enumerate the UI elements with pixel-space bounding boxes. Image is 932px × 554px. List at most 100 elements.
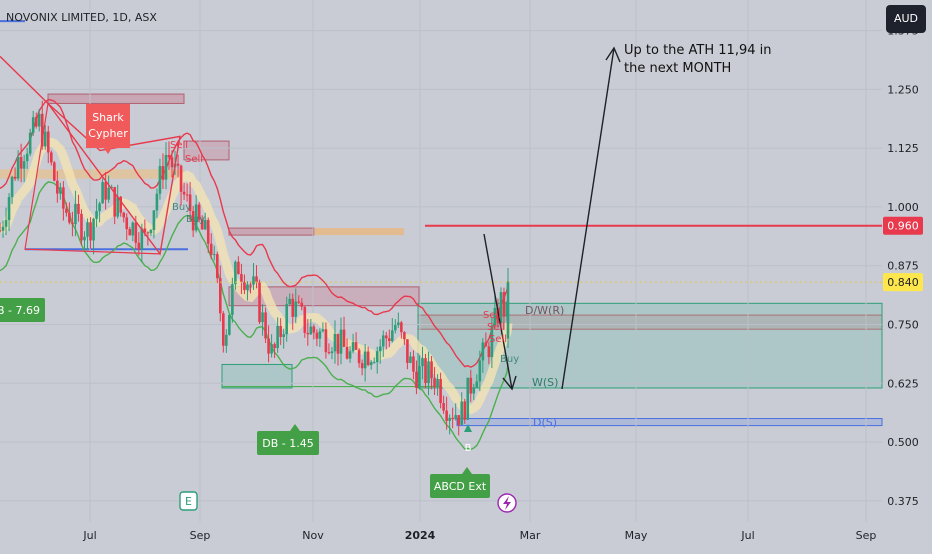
candle-body xyxy=(499,292,503,324)
candle-body xyxy=(155,193,159,211)
candle-body xyxy=(225,334,228,346)
candle-body xyxy=(40,113,44,147)
candle-body xyxy=(303,306,307,333)
candle-body xyxy=(74,203,77,225)
candle-body xyxy=(212,254,216,256)
candle-body xyxy=(394,325,397,331)
ds-zone xyxy=(456,418,883,427)
symbol-title: NOVONIX LIMITED, 1D, ASX xyxy=(6,11,157,24)
candle-body xyxy=(22,161,26,169)
candle-body xyxy=(315,332,319,339)
candle-body xyxy=(28,132,32,154)
candle-body xyxy=(406,339,409,363)
zone-oct xyxy=(228,227,315,236)
candle-body xyxy=(312,326,316,333)
x-tick-label: Jul xyxy=(740,529,754,542)
lightning-icon-bolt xyxy=(503,496,511,510)
candle-body xyxy=(375,351,379,363)
candle-body xyxy=(231,284,234,315)
candle-body xyxy=(182,191,186,195)
candle-body xyxy=(10,176,14,198)
price-label-text: 0.960 xyxy=(887,220,919,233)
y-tick-label: 0.750 xyxy=(887,318,919,331)
candle-body xyxy=(282,334,285,337)
candle-body xyxy=(475,381,479,388)
candle-body xyxy=(321,329,325,332)
candle-body xyxy=(228,314,231,335)
candle-body xyxy=(339,329,343,354)
candle-body xyxy=(342,329,346,347)
down-arrow-head xyxy=(502,375,517,391)
y-tick-label: 1.125 xyxy=(887,142,919,155)
candle-body xyxy=(215,254,219,279)
candle-body xyxy=(237,261,240,275)
candle-body xyxy=(37,113,41,127)
price-label-text: 0.840 xyxy=(887,276,919,289)
lower-band xyxy=(0,181,509,451)
dw-label: D/W(R) xyxy=(525,304,564,317)
candle-body xyxy=(62,187,65,209)
abcd-badge-text: ABCD Ext xyxy=(434,480,487,493)
y-tick-label: 1.250 xyxy=(887,83,919,96)
candle-body xyxy=(294,301,298,317)
up-arrow-head xyxy=(605,46,621,63)
candle-body xyxy=(98,203,101,212)
candle-body xyxy=(330,351,334,354)
candle-body xyxy=(421,358,424,367)
overlay-layer: 0.960 0.840 Up to the ATH 11,94 in the next… xyxy=(0,43,923,513)
candle-body xyxy=(146,232,150,234)
candle-body xyxy=(354,342,358,350)
candle-body xyxy=(34,117,38,127)
candle-body xyxy=(391,330,394,342)
candle-body xyxy=(318,331,322,339)
candle-body xyxy=(463,401,467,420)
y-tick-label: 0.375 xyxy=(887,495,919,508)
candle-body xyxy=(300,302,304,307)
candle-body xyxy=(89,222,92,241)
candle-body xyxy=(387,338,391,342)
time-axis[interactable]: Jul Sep Nov 2024 Mar May Jul Sep xyxy=(82,529,876,542)
candle-body xyxy=(170,157,174,168)
candle-body xyxy=(493,308,497,326)
candle-body xyxy=(50,152,53,163)
candle-body xyxy=(324,329,328,353)
point-b-label: B xyxy=(465,443,472,454)
currency-button[interactable]: AUD xyxy=(886,5,926,33)
candle-body xyxy=(409,356,412,363)
arrow-note-line1: Up to the ATH 11,94 in xyxy=(624,43,771,58)
candle-body xyxy=(164,154,168,180)
candle-body xyxy=(240,274,243,283)
price-label-box xyxy=(883,216,923,235)
candle-body xyxy=(119,196,123,213)
y-tick-label: 0.625 xyxy=(887,377,919,390)
candle-body xyxy=(86,222,89,237)
candle-body xyxy=(179,165,183,192)
candle-body xyxy=(484,342,488,347)
sell-signal: Sell xyxy=(489,334,507,345)
candle-body xyxy=(158,166,162,194)
candle-body xyxy=(415,371,418,389)
candle-body xyxy=(372,362,376,364)
candle-body xyxy=(496,308,500,324)
candle-body xyxy=(116,196,119,217)
candle-body xyxy=(418,366,421,389)
candle-body xyxy=(53,162,56,181)
candle-body xyxy=(258,282,261,323)
y-tick-label: 0.875 xyxy=(887,260,919,273)
candle-body xyxy=(384,335,388,339)
candle-body xyxy=(77,203,80,214)
candle-body xyxy=(351,342,355,352)
candle-body xyxy=(249,284,252,286)
candle-body xyxy=(285,304,288,335)
price-axis[interactable]: 1.3751.2501.1251.0000.8750.7500.6250.500… xyxy=(887,25,919,508)
candle-body xyxy=(0,230,2,232)
earnings-badge xyxy=(179,491,198,511)
x-tick-label: May xyxy=(625,529,648,542)
sell-signal: Sell xyxy=(170,140,188,151)
candle-body xyxy=(457,415,460,425)
candle-body xyxy=(65,208,68,213)
candle-body xyxy=(273,344,276,349)
candle-body xyxy=(445,410,448,421)
candle-body xyxy=(333,333,337,352)
